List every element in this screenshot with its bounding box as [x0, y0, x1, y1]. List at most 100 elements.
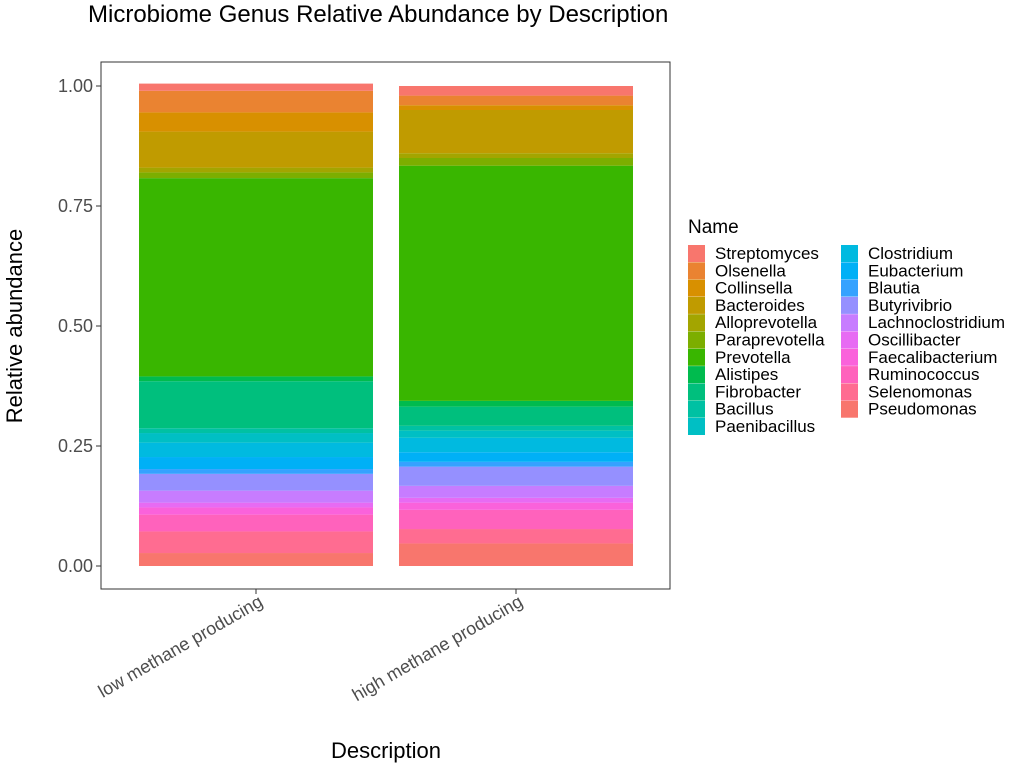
legend-key — [688, 331, 705, 349]
y-tick-label: 1.00 — [58, 76, 93, 96]
legend-item: Pseudomonas — [841, 400, 977, 419]
bar-segment — [139, 473, 373, 491]
bar-segment — [139, 469, 373, 474]
legend-label: Prevotella — [715, 348, 791, 367]
legend-label: Faecalibacterium — [868, 348, 997, 367]
legend-label: Eubacterium — [868, 261, 963, 280]
legend-item: Blautia — [841, 279, 921, 298]
bar-segment — [399, 461, 633, 467]
bar-segment — [139, 514, 373, 532]
legend-label: Paenibacillus — [715, 417, 815, 436]
legend-item: Eubacterium — [841, 261, 963, 280]
legend-item: Bacteroides — [688, 296, 805, 315]
bar-segment — [399, 529, 633, 544]
y-tick-label: 0.50 — [58, 316, 93, 336]
bar-segment — [139, 381, 373, 429]
legend-key — [688, 366, 705, 384]
legend-key — [688, 348, 705, 366]
legend-key — [841, 331, 858, 349]
legend-title: Name — [688, 217, 739, 238]
bar-segment — [139, 90, 373, 113]
bar-segment — [139, 531, 373, 554]
bar-segment — [399, 153, 633, 158]
x-tick-label: low methane producing — [95, 591, 266, 701]
legend-label: Lachnoclostridium — [868, 313, 1005, 332]
legend-key — [841, 262, 858, 280]
bar-segment — [399, 437, 633, 453]
legend-label: Collinsella — [715, 279, 793, 298]
x-axis-title: Description — [331, 738, 441, 763]
bar-segment — [139, 553, 373, 566]
legend-item: Faecalibacterium — [841, 348, 997, 367]
bar-segment — [139, 112, 373, 132]
legend-item: Paenibacillus — [688, 417, 815, 436]
bar-segment — [139, 442, 373, 458]
bar-segment — [399, 485, 633, 498]
bar-segment — [139, 83, 373, 91]
chart-title: Microbiome Genus Relative Abundance by D… — [88, 1, 668, 28]
y-tick-label: 0.75 — [58, 196, 93, 216]
bar-segment — [139, 507, 373, 515]
bar-segment — [399, 406, 633, 426]
legend-label: Selenomonas — [868, 382, 972, 401]
bar-segment — [139, 502, 373, 508]
bar-segment — [399, 497, 633, 503]
bar-segment — [399, 509, 633, 530]
bar-stack — [399, 86, 633, 566]
bar-segment — [139, 457, 373, 470]
legend-label: Blautia — [868, 279, 921, 298]
legend-key — [688, 314, 705, 332]
y-tick-label: 0.00 — [58, 556, 93, 576]
y-axis: 0.00 0.25 0.50 0.75 1.00 — [58, 62, 102, 589]
legend-item: Lachnoclostridium — [841, 313, 1005, 332]
legend-label: Bacillus — [715, 400, 774, 419]
legend-label: Ruminococcus — [868, 365, 980, 384]
legend-item: Ruminococcus — [841, 365, 980, 384]
legend-key — [688, 418, 705, 435]
bar-segment — [139, 376, 373, 382]
legend-key — [841, 383, 858, 401]
legend-label: Olsenella — [715, 261, 786, 280]
legend-label: Streptomyces — [715, 244, 819, 263]
legend-item: Streptomyces — [688, 244, 819, 263]
y-axis-title: Relative abundance — [2, 229, 27, 423]
legend-label: Clostridium — [868, 244, 953, 263]
legend-key — [841, 348, 858, 366]
legend-label: Pseudomonas — [868, 400, 977, 419]
legend-item: Selenomonas — [841, 382, 972, 401]
legend-label: Fibrobacter — [715, 382, 801, 401]
bar-segment — [139, 490, 373, 503]
bar-segment — [399, 425, 633, 431]
legend-item: Bacillus — [688, 400, 774, 419]
legend-item: Paraprevotella — [688, 331, 825, 350]
legend-key — [688, 279, 705, 297]
bar-stack — [139, 83, 373, 566]
legend-label: Oscillibacter — [868, 331, 961, 350]
legend-key — [688, 262, 705, 280]
legend-item: Fibrobacter — [688, 382, 801, 401]
bar-segment — [399, 95, 633, 106]
bar-segment — [139, 433, 373, 443]
bar-segment — [399, 543, 633, 566]
bar-segment — [399, 86, 633, 96]
bar-segment — [399, 452, 633, 462]
bar-segment — [139, 428, 373, 434]
bar-segment — [399, 110, 633, 154]
legend-label: Bacteroides — [715, 296, 805, 315]
legend-key — [688, 245, 705, 262]
bar-segment — [399, 400, 633, 407]
legend-key — [688, 296, 705, 314]
legend-label: Alloprevotella — [715, 313, 818, 332]
legend-key — [688, 383, 705, 401]
legend-item: Clostridium — [841, 244, 953, 263]
y-tick-label: 0.25 — [58, 436, 93, 456]
legend-item: Butyrivibrio — [841, 296, 952, 315]
legend-item: Oscillibacter — [841, 331, 961, 350]
bar-segment — [399, 502, 633, 510]
legend-key — [841, 366, 858, 384]
bar-segment — [399, 158, 633, 166]
legend-item: Collinsella — [688, 279, 793, 298]
legend-key — [841, 400, 858, 418]
legend-key — [688, 400, 705, 418]
